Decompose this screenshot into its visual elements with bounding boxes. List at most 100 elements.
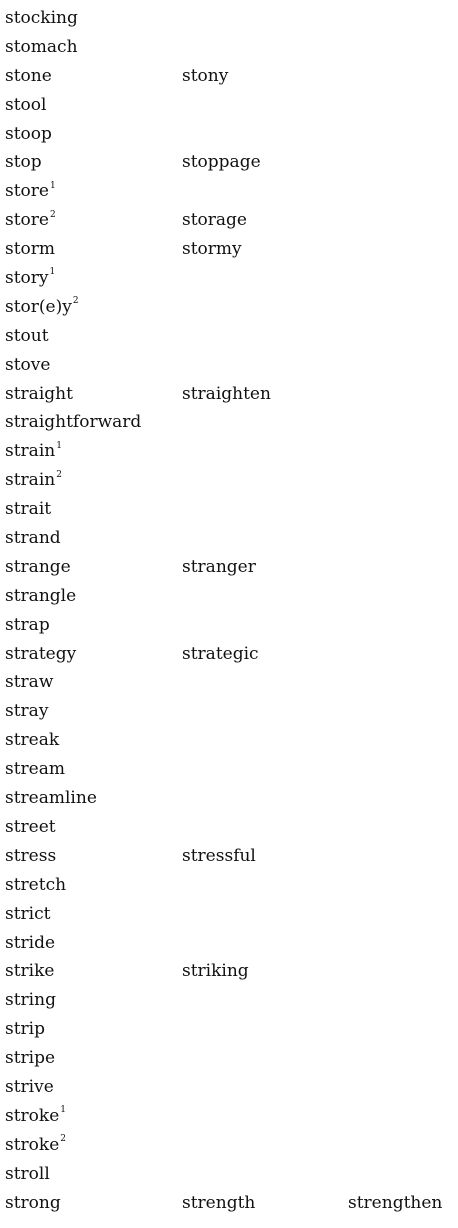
headword-text: stone <box>5 65 52 86</box>
headword-text: stroll <box>5 1163 50 1184</box>
homograph-number: 1 <box>60 1105 67 1116</box>
headword-text: stretch <box>5 874 67 895</box>
headword-text: store <box>5 181 49 202</box>
headword: straightforward <box>5 408 141 437</box>
word-row: store1 <box>0 177 458 206</box>
derived-word: stranger <box>182 556 256 577</box>
homograph-number: 2 <box>56 469 62 480</box>
word-row: stocking <box>0 4 458 33</box>
word-row: strategy strategic <box>0 640 458 669</box>
word-row: stretch <box>0 871 458 900</box>
headword: strain1 <box>5 437 62 466</box>
headword-text: stove <box>5 354 51 375</box>
headword: stove <box>5 351 50 380</box>
headword: story1 <box>5 264 55 293</box>
headword: stomach <box>5 33 78 62</box>
headword: stone <box>5 62 52 91</box>
headword-text: storm <box>5 239 56 260</box>
word-row: strap <box>0 611 458 640</box>
headword: string <box>5 986 56 1015</box>
headword-text: streamline <box>5 788 97 809</box>
headword: store2 <box>5 206 56 235</box>
headword: strait <box>5 495 51 524</box>
word-row: strong strength strengthen <box>0 1189 458 1218</box>
headword: strong <box>5 1189 61 1218</box>
derived-word: storage <box>182 210 247 231</box>
headword: store1 <box>5 177 56 206</box>
headword: stripe <box>5 1044 55 1073</box>
headword-text: strangle <box>5 585 77 606</box>
headword-text: store <box>5 210 49 231</box>
homograph-number: 2 <box>49 209 56 220</box>
headword-text: stroke <box>5 1105 60 1126</box>
headword: street <box>5 813 56 842</box>
headword: streak <box>5 726 59 755</box>
word-row: street <box>0 813 458 842</box>
headword-text: stripe <box>5 1048 56 1069</box>
word-row: streamline <box>0 784 458 813</box>
word-row: stone stony <box>0 62 458 91</box>
headword-text: stocking <box>5 8 78 28</box>
homograph-number: 2 <box>72 296 79 307</box>
word-row: stop stoppage <box>0 148 458 177</box>
headword: stroke1 <box>5 1102 66 1131</box>
headword-text: string <box>5 990 56 1011</box>
headword: stocking <box>5 4 78 33</box>
word-row: stor(e)y2 <box>0 293 458 322</box>
headword-text: stoop <box>5 123 52 144</box>
derived-word: straighten <box>182 383 271 404</box>
headword-text: strive <box>5 1076 54 1097</box>
headword: strain2 <box>5 466 62 495</box>
headword: stretch <box>5 871 66 900</box>
headword: stroke2 <box>5 1131 66 1160</box>
homograph-number: 1 <box>56 440 62 451</box>
headword: stool <box>5 91 46 120</box>
headword-text: strict <box>5 903 51 924</box>
word-row: stride <box>0 929 458 958</box>
headword-text: strap <box>5 614 50 635</box>
headword-text: strong <box>5 1192 61 1213</box>
headword-text: straight <box>5 383 73 404</box>
headword-text: stout <box>5 325 49 346</box>
headword-text: stray <box>5 701 49 722</box>
headword: stoop <box>5 120 52 149</box>
headword: stream <box>5 755 65 784</box>
derived-word: striking <box>182 961 249 982</box>
headword-text: stop <box>5 152 42 173</box>
derived-word: strengthen <box>348 1192 443 1213</box>
headword-text: strait <box>5 499 52 520</box>
headword-text: strike <box>5 961 55 982</box>
word-row: strive <box>0 1073 458 1102</box>
word-row: stomach <box>0 33 458 62</box>
word-row: stout <box>0 322 458 351</box>
homograph-number: 1 <box>49 267 56 278</box>
headword: strike <box>5 957 54 986</box>
word-row: strangle <box>0 582 458 611</box>
word-row: strange stranger <box>0 553 458 582</box>
headword: strive <box>5 1073 54 1102</box>
word-row: store2 storage <box>0 206 458 235</box>
word-row: strain2 <box>0 466 458 495</box>
headword: strip <box>5 1015 45 1044</box>
homograph-number: 1 <box>49 180 56 191</box>
derived-word: stony <box>182 65 229 86</box>
word-row: strict <box>0 900 458 929</box>
headword-text: strain <box>5 441 56 462</box>
headword: straight <box>5 380 73 409</box>
word-row: strand <box>0 524 458 553</box>
derived-word: stressful <box>182 845 256 866</box>
word-row: straw <box>0 668 458 697</box>
word-row: stream <box>0 755 458 784</box>
headword: stray <box>5 697 48 726</box>
headword-text: strain <box>5 470 56 491</box>
derived-word: strategic <box>182 643 259 664</box>
headword: stout <box>5 322 49 351</box>
headword: strict <box>5 900 50 929</box>
headword-text: stream <box>5 759 65 780</box>
headword-text: strange <box>5 556 71 577</box>
headword-text: stress <box>5 845 57 866</box>
headword: stor(e)y2 <box>5 293 79 322</box>
derived-word: stoppage <box>182 152 261 173</box>
headword: stride <box>5 929 55 958</box>
headword: storm <box>5 235 55 264</box>
